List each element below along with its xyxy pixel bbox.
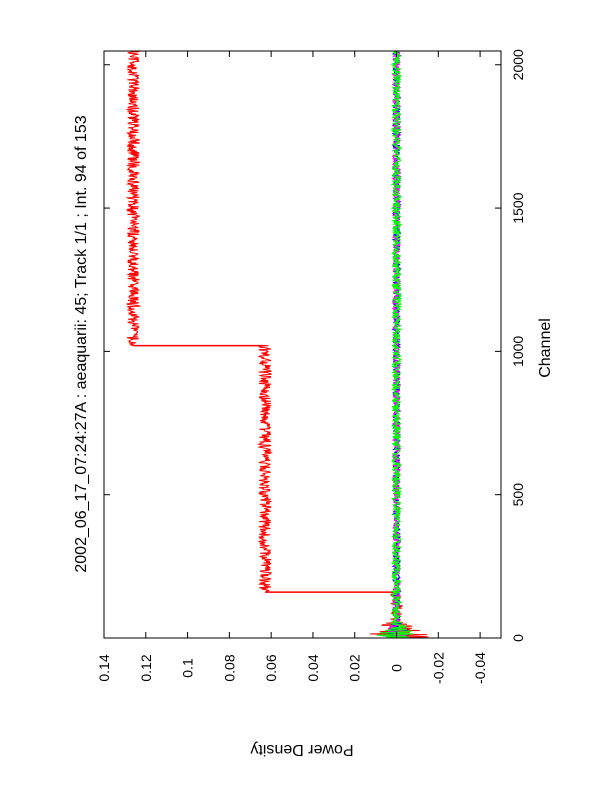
series-layer bbox=[125, 50, 429, 639]
y-tick-label: 0.08 bbox=[221, 654, 237, 681]
y-tick-label: 0.06 bbox=[263, 654, 279, 681]
x-tick-label: 0 bbox=[510, 634, 526, 642]
series-1 bbox=[125, 50, 429, 639]
y-tick-label: 0 bbox=[389, 664, 405, 672]
x-tick-label: 1500 bbox=[510, 192, 526, 223]
series-line bbox=[376, 50, 414, 639]
x-tick-label: 500 bbox=[510, 483, 526, 507]
y-axis-label: Power Density bbox=[250, 741, 353, 758]
plot-frame bbox=[103, 50, 502, 639]
y-tick-label: 0.14 bbox=[96, 654, 112, 681]
x-tick-label: 2000 bbox=[510, 49, 526, 80]
series-3 bbox=[385, 50, 408, 639]
y-tick-label: 0.12 bbox=[138, 654, 154, 681]
y-tick-label: -0.02 bbox=[430, 652, 446, 684]
series-line bbox=[125, 50, 429, 639]
y-tick-label: 0.04 bbox=[305, 654, 321, 681]
x-tick-label: 1000 bbox=[510, 336, 526, 367]
series-4 bbox=[376, 50, 414, 639]
y-tick-label: 0.02 bbox=[347, 654, 363, 681]
x-axis-label: Channel bbox=[537, 318, 554, 378]
chart-title: 2002_06_17_07:24:27A : aeaquarii: 45; Tr… bbox=[73, 115, 90, 572]
y-tick-label: -0.04 bbox=[472, 652, 488, 684]
series-line bbox=[385, 50, 408, 639]
tick-layer: 0 500 1000 1500 2000 -0.04 -0.02 0 0.02 0.04 0.06 0… bbox=[96, 49, 526, 684]
y-tick-label: 0.1 bbox=[180, 658, 196, 678]
